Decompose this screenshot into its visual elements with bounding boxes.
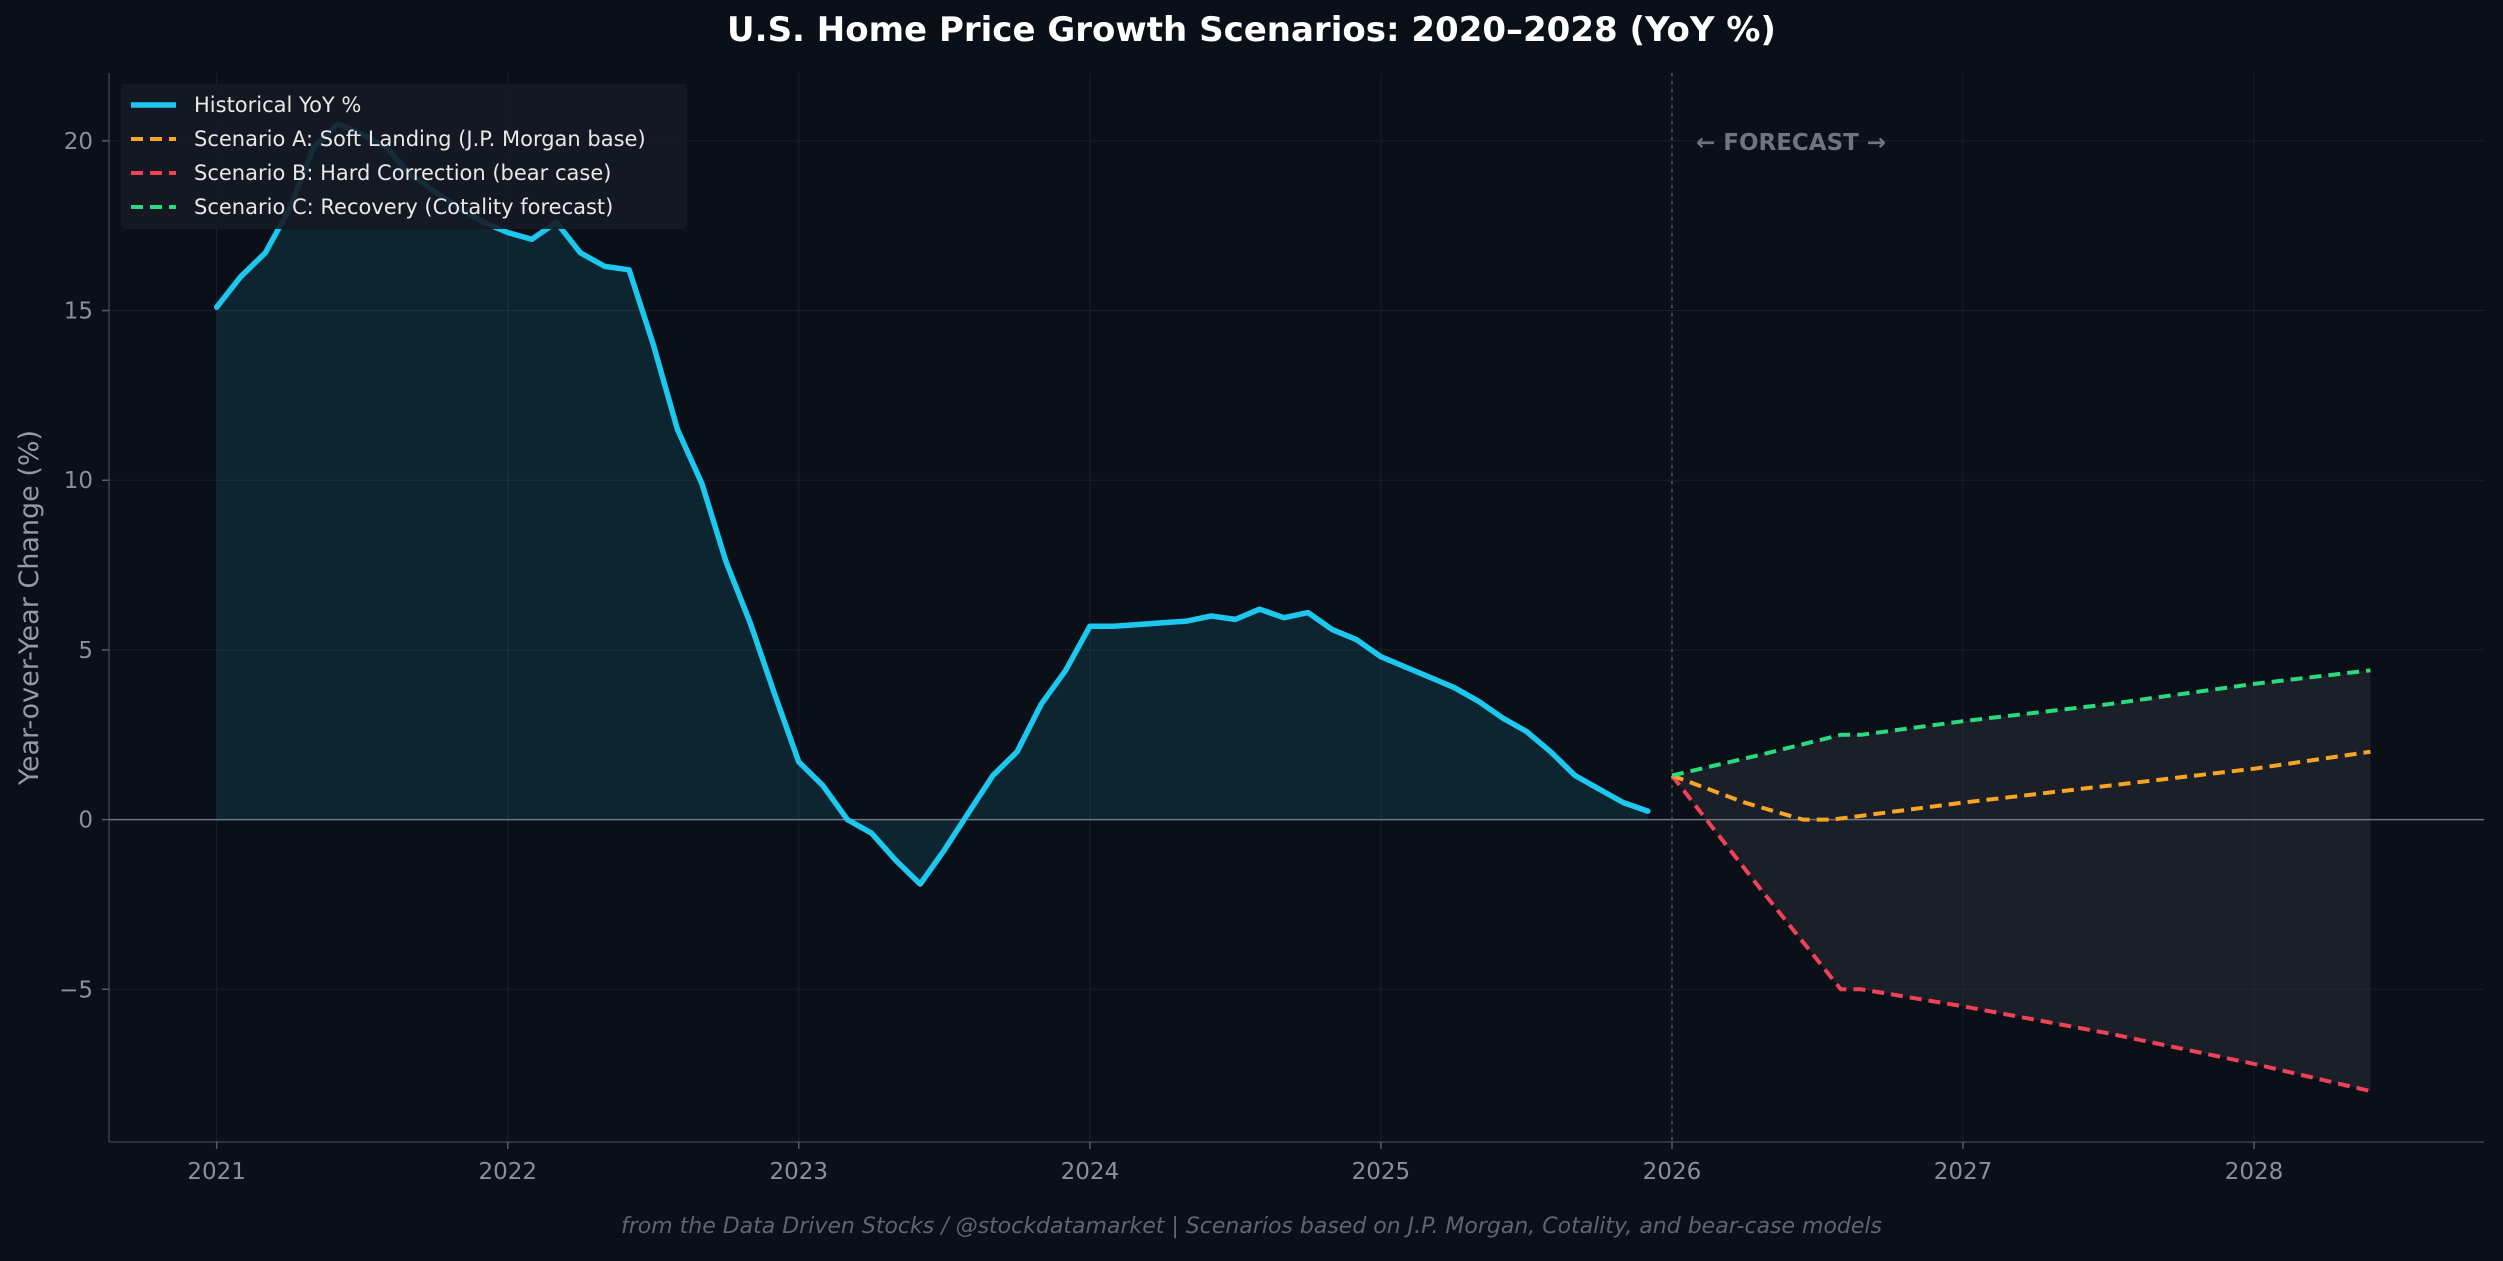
legend-item-scenario-a-label: Scenario A: Soft Landing (J.P. Morgan ba… [194,127,646,151]
y-tick-label: 15 [64,299,93,325]
x-tick-label: 2027 [1934,1159,1993,1185]
legend-item-scenario-c-label: Scenario C: Recovery (Cotality forecast) [194,195,613,219]
x-tick-label: 2024 [1061,1159,1120,1185]
historical-area-fill [216,123,1648,885]
footer-credit: from the Data Driven Stocks / @stockdata… [620,1214,1883,1239]
legend-item-scenario-b-label: Scenario B: Hard Correction (bear case) [194,161,611,185]
series-line-scenario-c [1671,668,2371,778]
x-tick-label: 2028 [2225,1159,2284,1185]
legend-item-historical-label: Historical YoY % [194,93,361,117]
x-tick-label: 2023 [770,1159,829,1185]
chart-title: U.S. Home Price Growth Scenarios: 2020–2… [727,10,1776,50]
y-tick-label: 5 [78,638,93,664]
y-axis-label: Year-over-Year Change (%) [14,430,45,786]
forecast-annotation: ← FORECAST → [1696,130,1886,156]
x-tick-label: 2026 [1643,1159,1702,1185]
y-tick-label: −5 [59,977,93,1003]
y-tick-label: 0 [78,808,93,834]
x-tick-label: 2022 [478,1159,537,1185]
y-tick-label: 10 [64,468,93,494]
legend-box [121,84,687,229]
x-tick-label: 2025 [1352,1159,1411,1185]
series-line-scenario-a [1671,749,2371,822]
x-tick-label: 2021 [187,1159,246,1185]
legend: Historical YoY % Scenario A: Soft Landing… [121,84,687,229]
y-tick-label: 20 [64,129,93,155]
series-line-scenario-b [1670,774,2371,1094]
